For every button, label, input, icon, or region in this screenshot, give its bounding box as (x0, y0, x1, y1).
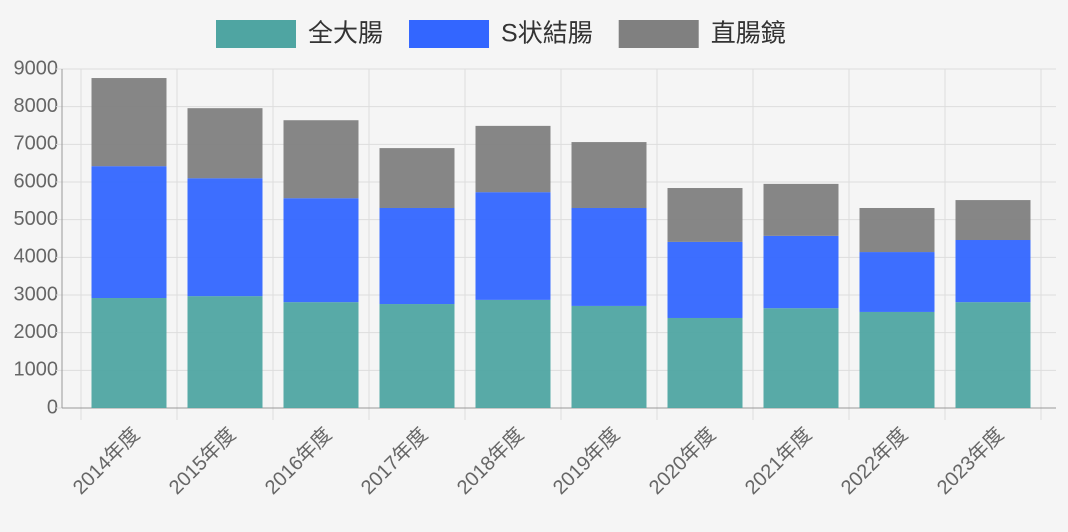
y-tick-label: 2000 (14, 321, 59, 343)
x-tick-label: 2020年度 (644, 423, 720, 499)
legend-label: 直腸鏡 (711, 20, 786, 48)
bar-segment (283, 198, 359, 303)
bar-segment (283, 302, 359, 408)
bar-segment (187, 178, 263, 297)
y-tick-label: 1000 (14, 359, 59, 381)
bar-segment (667, 317, 743, 408)
bar-segment (667, 188, 743, 242)
y-tick-label: 9000 (14, 57, 59, 79)
y-tick-label: 5000 (14, 208, 59, 230)
x-tick-label: 2018年度 (452, 423, 528, 499)
bar-segment (475, 192, 551, 300)
x-tick-label: 2022年度 (836, 423, 912, 499)
legend-swatch (618, 20, 699, 48)
bar-segment (475, 299, 551, 408)
y-tick-label: 3000 (14, 283, 59, 305)
bar-segment (91, 298, 167, 408)
bar-segment (91, 78, 167, 167)
bar-segment (283, 120, 359, 199)
legend-swatch (216, 20, 296, 48)
bar-segment (859, 311, 935, 408)
bar-segment (379, 304, 455, 408)
y-tick-label: 4000 (14, 246, 59, 268)
bar-segment (955, 302, 1031, 408)
legend-label: S状結腸 (501, 20, 593, 48)
bar-segment (187, 296, 263, 408)
y-tick-label: 6000 (14, 170, 59, 192)
bar-segment (187, 108, 263, 179)
bar-segment (667, 241, 743, 318)
bar-segment (571, 305, 647, 408)
bar-segment (955, 240, 1031, 303)
bar-segment (571, 142, 647, 208)
bar-segment (955, 200, 1031, 241)
bar-segment (763, 308, 839, 408)
y-tick-label: 7000 (14, 133, 59, 155)
legend-swatch (409, 20, 490, 48)
x-tick-label: 2023年度 (932, 423, 1008, 499)
bar-segment (91, 166, 167, 299)
bar-segment (859, 207, 935, 253)
x-tick-label: 2015年度 (164, 423, 240, 499)
y-tick-label: 8000 (14, 95, 59, 117)
legend-label: 全大腸 (308, 20, 383, 48)
x-tick-label: 2017年度 (356, 423, 432, 499)
bar-segment (379, 148, 455, 208)
x-tick-label: 2014年度 (68, 423, 144, 499)
bar-segment (571, 207, 647, 306)
bar-segment (763, 183, 839, 236)
bar-segment (859, 252, 935, 312)
y-tick-label: 0 (47, 396, 58, 418)
x-tick-label: 2019年度 (548, 423, 624, 499)
x-tick-label: 2016年度 (260, 423, 336, 499)
bar-segment (475, 125, 551, 193)
bar-segment (763, 235, 839, 309)
bar-segment (379, 207, 455, 305)
x-tick-label: 2021年度 (740, 423, 816, 499)
